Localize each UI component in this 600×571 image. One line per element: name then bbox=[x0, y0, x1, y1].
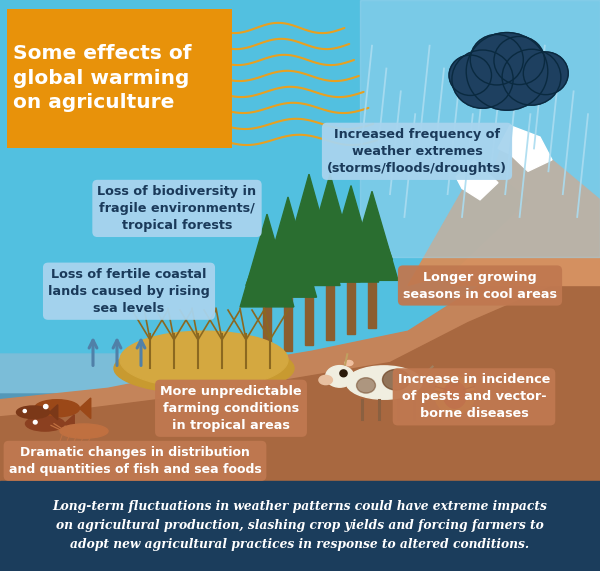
Circle shape bbox=[340, 370, 347, 377]
Text: Dramatic changes in distribution
and quantities of fish and sea foods: Dramatic changes in distribution and qua… bbox=[8, 446, 262, 476]
Polygon shape bbox=[272, 225, 303, 259]
Polygon shape bbox=[336, 212, 366, 245]
Bar bbox=[284, 292, 292, 351]
Circle shape bbox=[502, 49, 561, 105]
Polygon shape bbox=[408, 160, 528, 286]
Circle shape bbox=[494, 37, 545, 85]
Polygon shape bbox=[329, 200, 373, 260]
Polygon shape bbox=[352, 205, 392, 260]
Polygon shape bbox=[65, 415, 74, 433]
Polygon shape bbox=[246, 228, 288, 286]
Ellipse shape bbox=[35, 400, 79, 417]
Circle shape bbox=[34, 420, 37, 424]
Ellipse shape bbox=[120, 331, 288, 388]
Ellipse shape bbox=[319, 375, 332, 385]
Polygon shape bbox=[79, 398, 91, 419]
Polygon shape bbox=[49, 405, 58, 420]
Polygon shape bbox=[498, 126, 552, 171]
Polygon shape bbox=[284, 191, 334, 260]
Polygon shape bbox=[299, 212, 319, 229]
Text: Loss of fertile coastal
lands caused by rising
sea levels: Loss of fertile coastal lands caused by … bbox=[48, 268, 210, 315]
Circle shape bbox=[435, 376, 475, 414]
Polygon shape bbox=[279, 231, 297, 246]
Ellipse shape bbox=[326, 365, 354, 387]
Bar bbox=[263, 303, 271, 357]
Text: Loss of biodiversity in
fragile environments/
tropical forests: Loss of biodiversity in fragile environm… bbox=[97, 185, 257, 232]
Bar bbox=[7, 9, 232, 148]
Circle shape bbox=[470, 34, 523, 85]
Ellipse shape bbox=[443, 382, 466, 408]
Polygon shape bbox=[306, 191, 354, 257]
Polygon shape bbox=[323, 186, 379, 282]
Polygon shape bbox=[259, 197, 317, 297]
Polygon shape bbox=[456, 160, 498, 200]
Ellipse shape bbox=[25, 416, 65, 431]
Bar bbox=[347, 278, 355, 334]
Bar bbox=[360, 0, 600, 257]
Polygon shape bbox=[292, 205, 326, 243]
Polygon shape bbox=[278, 174, 340, 286]
Polygon shape bbox=[253, 240, 281, 271]
Ellipse shape bbox=[60, 424, 108, 439]
Text: Long-term fluctuations in weather patterns could have extreme impacts
on agricul: Long-term fluctuations in weather patter… bbox=[53, 500, 547, 552]
Circle shape bbox=[23, 409, 26, 412]
Circle shape bbox=[466, 33, 548, 110]
Ellipse shape bbox=[114, 343, 294, 394]
Polygon shape bbox=[266, 212, 310, 274]
Polygon shape bbox=[300, 174, 360, 282]
Ellipse shape bbox=[345, 360, 353, 365]
Bar bbox=[0, 481, 600, 571]
Circle shape bbox=[452, 50, 513, 108]
Ellipse shape bbox=[346, 366, 422, 399]
Polygon shape bbox=[0, 394, 288, 481]
Circle shape bbox=[449, 55, 491, 95]
Polygon shape bbox=[346, 191, 398, 280]
Polygon shape bbox=[259, 246, 275, 260]
Text: More unpredictable
farming conditions
in tropical areas: More unpredictable farming conditions in… bbox=[160, 385, 302, 432]
Polygon shape bbox=[314, 204, 346, 240]
Text: Longer growing
seasons in cool areas: Longer growing seasons in cool areas bbox=[403, 271, 557, 300]
Circle shape bbox=[523, 52, 568, 95]
Polygon shape bbox=[0, 354, 312, 481]
Ellipse shape bbox=[356, 378, 376, 393]
Text: Increase in incidence
of pests and vector-
borne diseases: Increase in incidence of pests and vecto… bbox=[398, 373, 550, 420]
Ellipse shape bbox=[383, 369, 409, 390]
Ellipse shape bbox=[451, 379, 459, 386]
Polygon shape bbox=[450, 126, 600, 286]
Polygon shape bbox=[0, 228, 600, 481]
Polygon shape bbox=[364, 222, 380, 235]
Circle shape bbox=[44, 404, 48, 409]
Bar bbox=[368, 276, 376, 328]
Polygon shape bbox=[358, 216, 386, 246]
Polygon shape bbox=[0, 266, 600, 481]
Polygon shape bbox=[240, 214, 294, 307]
Polygon shape bbox=[342, 218, 360, 233]
Polygon shape bbox=[320, 211, 340, 227]
Text: Some effects of
global warming
on agriculture: Some effects of global warming on agricu… bbox=[13, 45, 192, 112]
Bar bbox=[326, 277, 334, 340]
Bar bbox=[305, 280, 313, 345]
Ellipse shape bbox=[17, 406, 49, 419]
Text: Increased frequency of
weather extremes
(storms/floods/droughts): Increased frequency of weather extremes … bbox=[327, 128, 507, 175]
